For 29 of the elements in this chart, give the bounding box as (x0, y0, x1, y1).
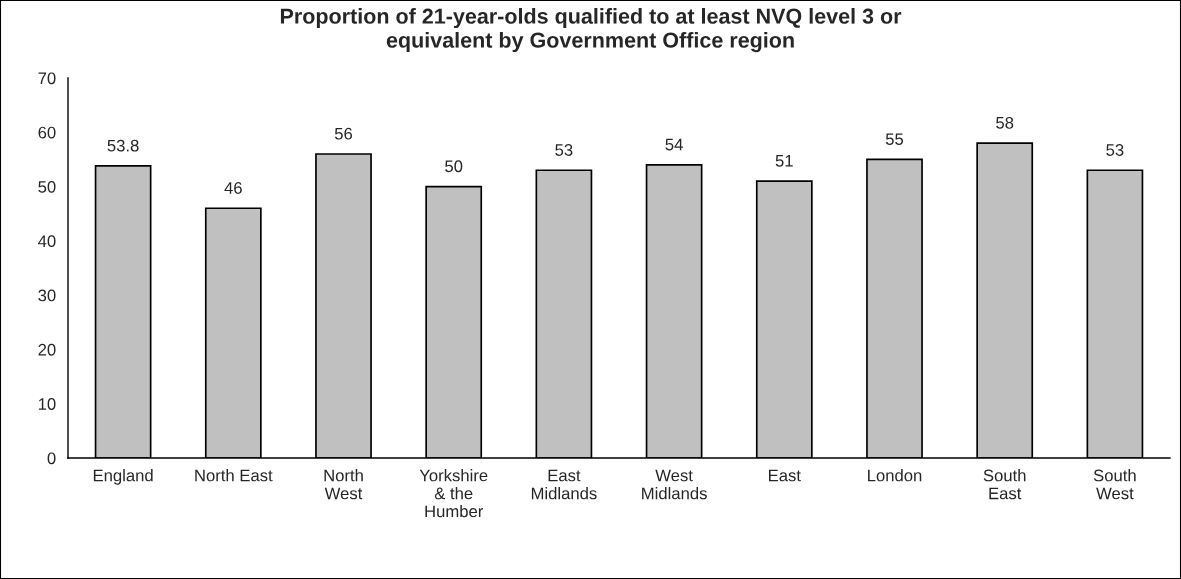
y-tick-label: 40 (38, 235, 56, 248)
x-tick-label: England (93, 469, 153, 485)
y-tick-label: 10 (38, 398, 56, 410)
y-tick-label: 60 (38, 126, 56, 139)
x-tick-label: London (868, 469, 922, 482)
chart-title: Proportion of 21-year-olds qualified to at least NVQ level 3 or equivalent by Government Office region (280, 8, 902, 53)
x-tick-label: South East (983, 469, 1026, 500)
x-tick-label: South West (1093, 469, 1136, 500)
y-tick-label: 20 (38, 343, 56, 356)
x-tick-label: North West (324, 469, 363, 500)
data-label: 46 (224, 182, 242, 194)
data-label: 58 (996, 116, 1014, 129)
x-tick-label: East Midlands (531, 469, 597, 500)
data-label: 50 (445, 160, 463, 173)
data-label: 51 (775, 155, 793, 167)
y-tick-label: 30 (38, 289, 56, 302)
data-label: 53 (1106, 144, 1124, 156)
data-label: 56 (334, 127, 353, 140)
x-tick-label: Yorkshire & the Humber (419, 469, 488, 518)
y-tick-label: 50 (38, 180, 56, 193)
data-label: 55 (885, 133, 904, 146)
y-tick-label: 0 (47, 452, 56, 465)
data-label: 54 (665, 138, 683, 151)
y-tick-label: 70 (38, 72, 56, 85)
x-tick-label: East (768, 469, 801, 482)
x-tick-label: North East (195, 469, 273, 482)
data-label: 53 (555, 144, 573, 156)
data-label: 53.8 (107, 139, 139, 152)
x-tick-label: West Midlands (642, 469, 707, 500)
